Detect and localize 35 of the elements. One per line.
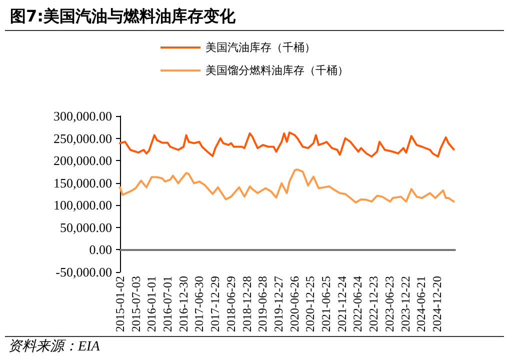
x-tick-label: 2022-06-24 <box>350 276 365 332</box>
x-tick-label: 2020-12-25 <box>303 276 318 332</box>
x-tick-label: 2023-06-23 <box>382 276 396 332</box>
x-tick-label: 2016-07-01 <box>160 276 175 332</box>
x-tick-label: 2015-07-03 <box>128 276 143 332</box>
y-tick-label: 0.00 <box>89 242 112 258</box>
x-tick-label: 2021-06-25 <box>319 276 334 332</box>
y-tick-label: -50,000.00 <box>56 264 112 280</box>
x-tick-label: 2024-12-20 <box>430 276 444 332</box>
x-tick-label: 2016-12-30 <box>176 276 190 332</box>
x-tick-label: 2020-06-26 <box>287 276 302 332</box>
x-tick-label: 2017-06-30 <box>192 276 206 332</box>
x-tick-label: 2019-06-28 <box>256 276 270 332</box>
x-tick-label: 2023-12-22 <box>398 276 412 332</box>
x-tick-label: 2015-01-02 <box>113 276 127 332</box>
line-series <box>119 168 455 204</box>
y-tick-label: 100,000.00 <box>54 198 112 213</box>
line-series <box>119 131 455 158</box>
y-tick-label: 200,000.00 <box>54 153 112 168</box>
chart-title: 图7:美国汽油与燃料油库存变化 <box>10 6 237 26</box>
x-tick-label: 2018-12-28 <box>240 276 254 332</box>
x-tick-label: 2017-12-29 <box>208 276 222 332</box>
x-tick-label: 2018-06-29 <box>224 276 238 332</box>
legend-label: 美国汽油库存（千桶） <box>206 41 316 54</box>
text: 资料来源：EIA <box>8 338 100 354</box>
x-tick-label: 2022-12-23 <box>366 276 381 332</box>
legend-label: 美国馏分燃料油库存（千桶） <box>206 64 348 77</box>
x-tick-label: 2021-12-24 <box>334 276 349 332</box>
y-tick-label: 300,000.00 <box>54 108 112 124</box>
y-tick-label: 250,000.00 <box>54 130 112 146</box>
x-tick-label: 2019-12-27 <box>271 276 286 332</box>
y-tick-label: 50,000.00 <box>60 220 112 235</box>
y-tick-label: 150,000.00 <box>54 175 112 190</box>
x-tick-label: 2024-06-21 <box>414 276 428 332</box>
x-tick-label: 2016-01-01 <box>144 276 159 332</box>
